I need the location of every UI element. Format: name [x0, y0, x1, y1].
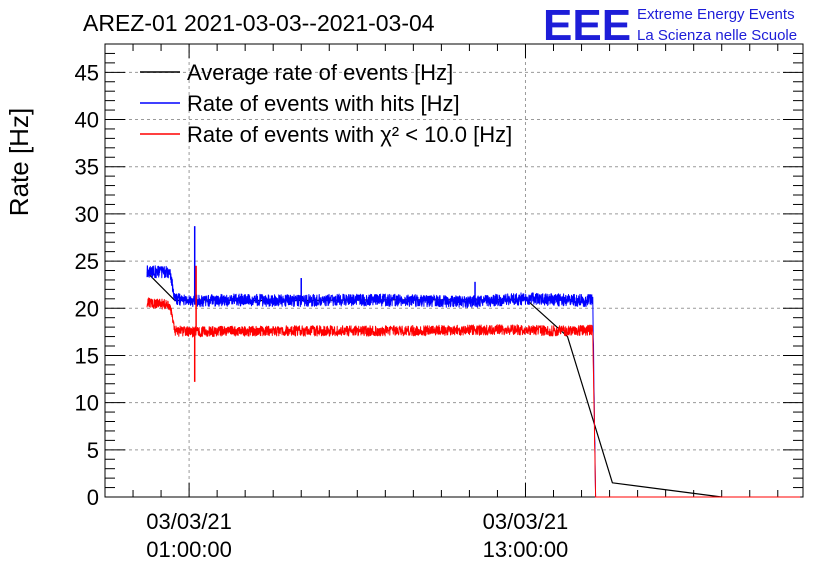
x-tick-label-date: 03/03/21 — [483, 509, 569, 534]
y-tick-label: 15 — [75, 343, 99, 368]
y-tick-label: 25 — [75, 249, 99, 274]
eee-logo-text: EEE — [543, 1, 631, 50]
x-tick-labels: 03/03/21 01:00:00 03/03/21 13:00:00 — [146, 509, 568, 562]
series-line-average — [146, 271, 722, 498]
series-group — [146, 226, 801, 498]
y-tick-label: 0 — [87, 485, 99, 510]
x-tick-label-time: 13:00:00 — [483, 537, 569, 562]
chart-title: AREZ-01 2021-03-03--2021-03-04 — [83, 10, 435, 36]
y-tick-label: 30 — [75, 202, 99, 227]
y-tick-label: 10 — [75, 391, 99, 416]
y-tick-label: 40 — [75, 108, 99, 133]
y-tick-label: 35 — [75, 155, 99, 180]
axis-ticks — [104, 43, 803, 498]
legend: Average rate of events [Hz] Rate of even… — [140, 60, 512, 147]
eee-logo-line1: Extreme Energy Events — [637, 6, 795, 23]
grid — [105, 44, 803, 497]
y-tick-label: 20 — [75, 296, 99, 321]
series-line-chi2 — [146, 297, 801, 498]
eee-logo: EEE Extreme Energy Events La Scienza nel… — [543, 1, 797, 50]
y-tick-labels: 0 5 10 15 20 25 30 35 40 45 — [75, 60, 99, 510]
legend-label-chi2: Rate of events with χ² < 10.0 [Hz] — [187, 122, 512, 147]
legend-label-average: Average rate of events [Hz] — [187, 60, 453, 85]
y-tick-label: 45 — [75, 60, 99, 85]
x-tick-label-date: 03/03/21 — [146, 509, 232, 534]
series-line-hits — [146, 265, 801, 498]
eee-logo-line2: La Scienza nelle Scuole — [637, 27, 797, 44]
x-tick-label-time: 01:00:00 — [146, 537, 232, 562]
y-tick-label: 5 — [87, 438, 99, 463]
y-axis-label: Rate [Hz] — [4, 108, 34, 216]
legend-label-hits: Rate of events with hits [Hz] — [187, 91, 460, 116]
